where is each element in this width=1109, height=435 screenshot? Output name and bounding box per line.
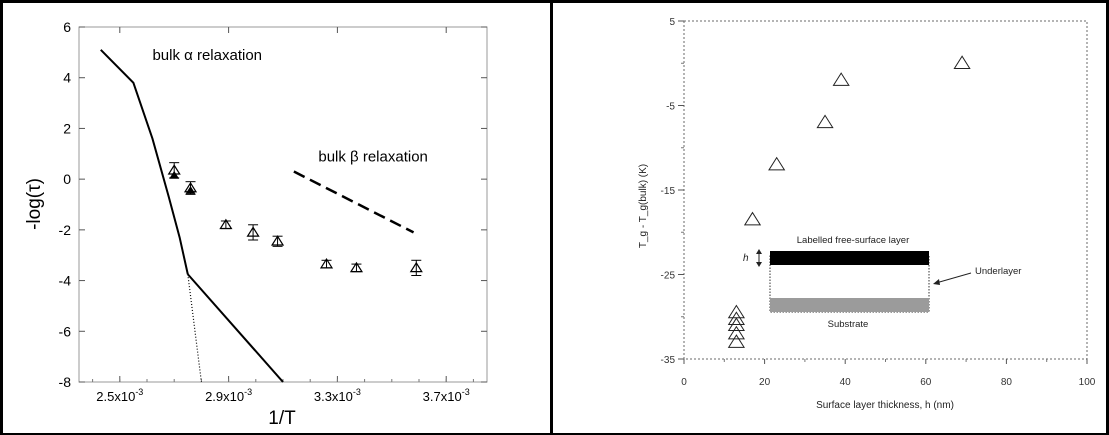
left-series-solid-line (187, 273, 284, 383)
left-y-tick-label: -8 (59, 374, 72, 390)
left-series-dotted-line (187, 274, 202, 383)
left-chart: 6 4 2 0 -2 -4 -6 -8 2.5x10-3 2.9x10-3 3.3x10-3 3.7x… (24, 19, 488, 429)
right-x-tick-label: 20 (759, 377, 771, 388)
left-data-point (246, 226, 260, 237)
left-x-axis-label: 1/T (268, 408, 296, 429)
inset-substrate-layer (770, 298, 929, 312)
right-data-point (727, 304, 745, 319)
right-x-tick-label: 0 (681, 377, 687, 388)
inset-top-label: Labelled free-surface layer (797, 235, 909, 246)
right-x-tick-label: 80 (1001, 377, 1013, 388)
left-filled-data-point (169, 170, 180, 179)
panel-divider (550, 0, 553, 435)
left-y-tick-label: 6 (63, 19, 71, 35)
left-y-tick-label: -2 (59, 222, 72, 238)
left-x-tick-label: 3.7x10-3 (423, 387, 470, 404)
right-y-axis-label: T_g - T_g(bulk) (K) (638, 164, 649, 248)
inset-h-label: h (743, 253, 749, 264)
right-data-point (832, 72, 850, 86)
inset-underlayer-arrow (933, 272, 972, 285)
left-y-axis-label: -log(τ) (24, 178, 45, 230)
right-data-point (953, 55, 971, 69)
left-y-tick-label: 2 (63, 120, 71, 136)
left-data-point (349, 261, 364, 273)
left-y-tick-label: 0 (63, 171, 71, 187)
right-x-tick-label: 40 (840, 377, 852, 388)
left-y-tick-label: -4 (59, 273, 72, 289)
left-data-point (270, 235, 285, 246)
left-filled-data-point (185, 186, 196, 194)
left-series-solid-line (100, 49, 189, 275)
right-y-tick-label: -25 (661, 271, 676, 282)
right-x-tick-label: 100 (1079, 377, 1096, 388)
right-data-point (768, 156, 786, 171)
left-annotation-beta: bulk β relaxation (318, 148, 428, 165)
right-x-tick-label: 60 (920, 377, 932, 388)
left-x-tick-label: 2.9x10-3 (205, 387, 252, 404)
right-x-axis-label: Surface layer thickness, h (nm) (816, 400, 954, 411)
left-data-point (319, 257, 334, 269)
left-annotation-alpha: bulk α relaxation (152, 47, 262, 64)
left-plot-area (78, 26, 488, 383)
inset-diagram: Labelled free-surface layer h Underlayer… (743, 235, 1021, 330)
right-y-tick-label: -35 (661, 355, 676, 366)
right-data-point (727, 311, 745, 326)
left-series-dashed-line (293, 170, 415, 234)
right-y-tick-label: 5 (669, 17, 675, 28)
right-y-tick-label: -5 (666, 102, 675, 113)
inset-h-arrow (756, 249, 762, 267)
right-data-point (743, 211, 762, 226)
left-y-tick-label: 4 (63, 70, 71, 86)
right-chart: 5 -5 -15 -25 -35 0 20 40 60 80 100 Labelled free-s… (638, 17, 1096, 411)
left-x-tick-label: 3.3x10-3 (314, 387, 361, 404)
left-x-tick-label: 2.5x10-3 (96, 387, 143, 404)
inset-bottom-label: Substrate (828, 319, 869, 330)
left-data-point (219, 218, 233, 230)
left-data-point (409, 261, 423, 273)
left-y-tick-label: -6 (59, 323, 72, 339)
inset-free-surface-layer (770, 251, 929, 265)
inset-underlayer-label: Underlayer (975, 266, 1021, 277)
right-data-point (727, 325, 745, 340)
right-data-point (816, 114, 834, 129)
right-y-tick-label: -15 (661, 186, 676, 197)
right-data-point (727, 334, 745, 348)
